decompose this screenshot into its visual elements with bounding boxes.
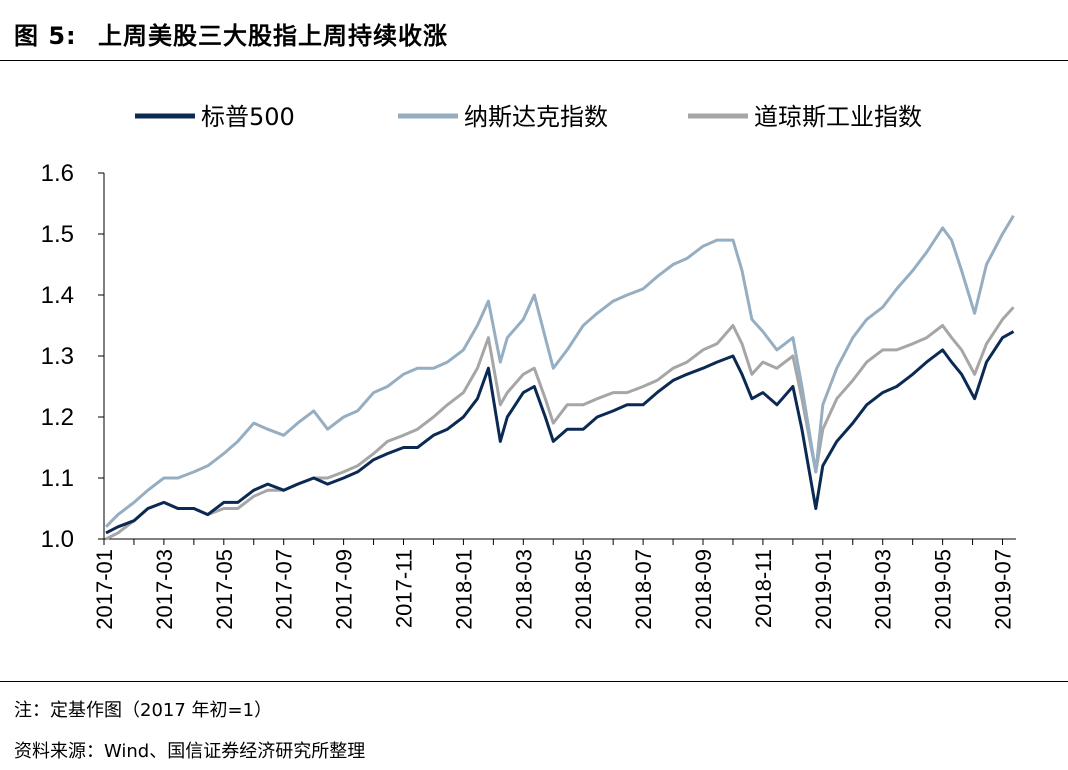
y-tick-label: 1.5 bbox=[41, 221, 74, 248]
series-line-2 bbox=[105, 306, 1015, 541]
bottom-rule bbox=[0, 681, 1068, 682]
y-tick-label: 1.3 bbox=[41, 343, 74, 370]
figure-title: 图 5: 上周美股三大股指上周持续收涨 bbox=[14, 16, 448, 51]
x-tick-label: 2017-11 bbox=[392, 549, 417, 628]
line-chart: 标普500 纳斯达克指数 道琼斯工业指数 1.0 1.1 1.2 1.3 1.4 1.5 1.6… bbox=[41, 103, 1016, 630]
y-tick-label: 1.4 bbox=[41, 282, 74, 309]
chart-lines bbox=[104, 214, 1015, 541]
legend-label: 标普500 bbox=[201, 103, 295, 131]
x-tick-label: 2018-11 bbox=[751, 549, 776, 628]
figure-title-text: 上周美股三大股指上周持续收涨 bbox=[98, 22, 449, 50]
x-tick-label: 2019-07 bbox=[991, 549, 1016, 630]
x-tick-label: 2019-03 bbox=[871, 549, 896, 630]
x-tick-label: 2018-03 bbox=[511, 549, 536, 630]
x-tick-label: 2017-09 bbox=[332, 549, 357, 630]
legend-label: 纳斯达克指数 bbox=[464, 103, 608, 131]
y-tick-label: 1.1 bbox=[41, 465, 74, 492]
x-tick-label: 2019-05 bbox=[931, 549, 956, 630]
x-tick-label: 2018-09 bbox=[691, 549, 716, 630]
legend-label: 道琼斯工业指数 bbox=[754, 103, 922, 131]
x-tick-label: 2018-05 bbox=[571, 549, 596, 630]
x-tick-label: 2018-07 bbox=[631, 549, 656, 630]
chart-legend: 标普500 纳斯达克指数 道琼斯工业指数 bbox=[135, 103, 922, 131]
x-tick-label: 2017-03 bbox=[152, 549, 177, 630]
chart-axes: 1.0 1.1 1.2 1.3 1.4 1.5 1.6 2017-01 2017-03 2017-… bbox=[41, 160, 1016, 630]
x-tick-label: 2019-01 bbox=[811, 549, 836, 630]
series-line-1 bbox=[104, 214, 1015, 528]
figure-label: 图 5: bbox=[14, 22, 77, 50]
x-tick-label: 2017-05 bbox=[212, 549, 237, 630]
x-tick-label: 2017-01 bbox=[92, 549, 117, 630]
x-tick-label: 2017-07 bbox=[272, 549, 297, 630]
y-tick-label: 1.2 bbox=[41, 404, 74, 431]
chart-source: 资料来源：Wind、国信证券经济研究所整理 bbox=[14, 741, 366, 762]
chart-note: 注：定基作图（2017 年初=1） bbox=[14, 700, 273, 721]
x-tick-label: 2018-01 bbox=[451, 549, 476, 630]
series-line-0 bbox=[105, 330, 1015, 535]
y-tick-label: 1.0 bbox=[41, 526, 74, 553]
y-tick-label: 1.6 bbox=[41, 160, 74, 187]
top-rule bbox=[0, 60, 1068, 61]
